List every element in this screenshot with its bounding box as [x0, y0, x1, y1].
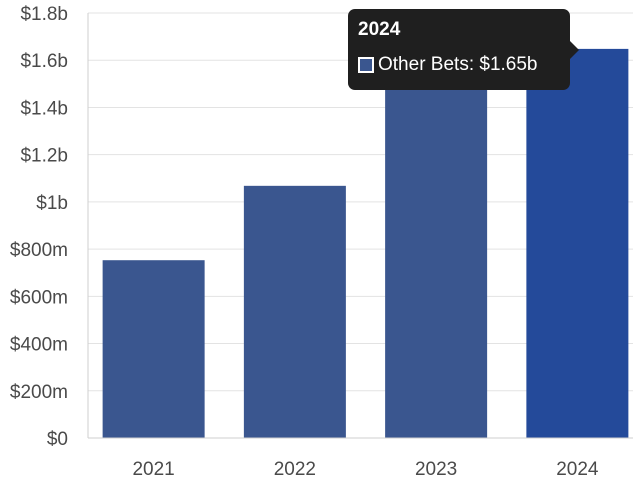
x-tick-label: 2023 — [415, 459, 457, 480]
tooltip: 2024 Other Bets: $1.65b — [348, 9, 579, 90]
x-tick-label: 2024 — [556, 459, 599, 480]
y-tick-label: $1.4b — [20, 98, 68, 119]
bar-2023[interactable] — [385, 77, 488, 438]
y-tick-label: $600m — [10, 287, 68, 308]
y-tick-label: $0 — [47, 429, 68, 450]
tooltip-value: $1.65b — [479, 54, 538, 75]
y-tick-label: $200m — [10, 382, 68, 403]
tooltip-series-label: Other Bets — [378, 54, 469, 75]
bars — [102, 48, 629, 439]
bar-2024[interactable] — [526, 48, 629, 439]
tooltip-row: Other Bets: $1.65b — [358, 54, 560, 76]
y-tick-label: $1b — [36, 193, 68, 214]
x-tick-label: 2022 — [274, 459, 316, 480]
axes — [87, 13, 633, 439]
y-tick-label: $800m — [10, 240, 68, 261]
x-tick-label: 2021 — [132, 459, 174, 480]
bar-2022[interactable] — [243, 185, 346, 438]
y-tick-label: $400m — [10, 335, 68, 356]
y-tick-label: $1.6b — [20, 51, 68, 72]
y-tick-label: $1.2b — [20, 146, 68, 167]
tooltip-title: 2024 — [358, 19, 401, 40]
tooltip-separator: : — [468, 54, 480, 75]
tick-labels: $0 $200m $400m $600m $800m $1b $1.2b $1.4b $1.6b… — [10, 4, 599, 480]
y-tick-label: $1.8b — [20, 4, 68, 25]
bar-2021[interactable] — [102, 260, 205, 438]
tooltip-swatch — [358, 57, 374, 73]
